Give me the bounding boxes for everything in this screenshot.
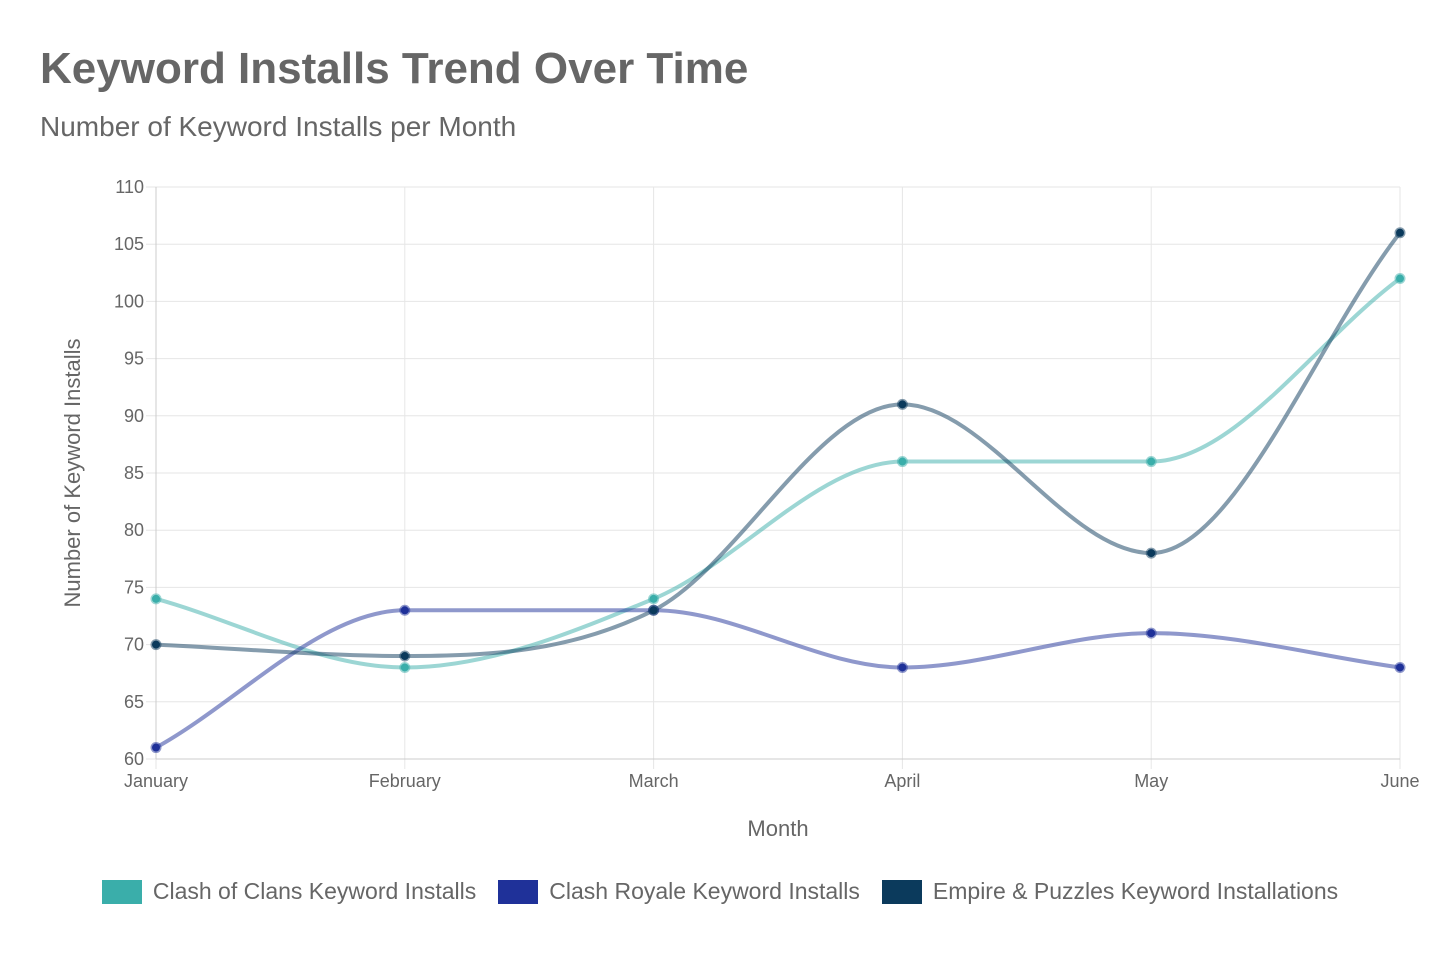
series-lines — [154, 230, 1402, 750]
series-line-1 — [154, 608, 1402, 750]
data-point[interactable] — [399, 604, 411, 616]
data-point[interactable] — [648, 604, 660, 616]
data-point[interactable] — [150, 639, 162, 651]
data-point[interactable] — [1145, 547, 1157, 559]
legend-item-1[interactable]: Clash Royale Keyword Installs — [498, 878, 860, 905]
data-point[interactable] — [896, 398, 908, 410]
data-point[interactable] — [399, 661, 411, 673]
chart-title: Keyword Installs Trend Over Time — [40, 44, 749, 93]
y-tick-label: 70 — [124, 635, 144, 655]
y-axis-ticks: 60 65 70 75 80 85 90 95 100 105 110 — [114, 177, 144, 769]
y-tick-label: 110 — [115, 177, 144, 197]
x-tick-label: June — [1380, 771, 1419, 791]
data-point[interactable] — [1145, 627, 1157, 639]
y-tick-label: 95 — [124, 349, 144, 369]
series-line-2 — [154, 230, 1402, 659]
data-point[interactable] — [399, 650, 411, 662]
x-tick-label: March — [629, 771, 679, 791]
legend-label: Clash Royale Keyword Installs — [549, 878, 860, 904]
data-point[interactable] — [150, 742, 162, 754]
data-point[interactable] — [1394, 273, 1406, 285]
series-points — [150, 227, 1406, 754]
data-point[interactable] — [1394, 227, 1406, 239]
y-axis-title: Number of Keyword Installs — [60, 339, 85, 608]
legend-swatch — [498, 879, 539, 904]
legend-label: Empire & Puzzles Keyword Installations — [932, 878, 1339, 904]
y-tick-label: 65 — [124, 692, 144, 712]
x-axis-title: Month — [747, 816, 808, 841]
legend-swatch — [881, 879, 922, 904]
data-point[interactable] — [648, 593, 660, 605]
x-axis-ticks: January February March April May June — [124, 771, 1420, 791]
data-point[interactable] — [896, 456, 908, 468]
data-point[interactable] — [896, 661, 908, 673]
y-tick-label: 90 — [124, 406, 144, 426]
y-tick-label: 85 — [124, 463, 144, 483]
data-point[interactable] — [1394, 661, 1406, 673]
legend-swatch — [101, 879, 142, 904]
chart-subtitle: Number of Keyword Installs per Month — [40, 111, 517, 142]
y-tick-label: 80 — [124, 520, 144, 540]
y-tick-label: 100 — [114, 291, 144, 311]
x-tick-label: January — [124, 771, 188, 791]
legend-label: Clash of Clans Keyword Installs — [152, 878, 477, 904]
series-line-0 — [154, 276, 1402, 670]
data-point[interactable] — [150, 593, 162, 605]
y-tick-label: 75 — [124, 577, 144, 597]
x-tick-label: May — [1134, 771, 1168, 791]
grid-lines — [146, 186, 1401, 769]
x-tick-label: February — [369, 771, 441, 791]
y-tick-label: 105 — [114, 234, 144, 254]
legend-item-2[interactable]: Empire & Puzzles Keyword Installations — [881, 878, 1339, 905]
data-point[interactable] — [1145, 456, 1157, 468]
chart-legend: Clash of Clans Keyword Installs Clash Roy… — [0, 878, 1440, 905]
legend-item-0[interactable]: Clash of Clans Keyword Installs — [101, 878, 477, 905]
y-tick-label: 60 — [124, 749, 144, 769]
x-tick-label: April — [884, 771, 920, 791]
